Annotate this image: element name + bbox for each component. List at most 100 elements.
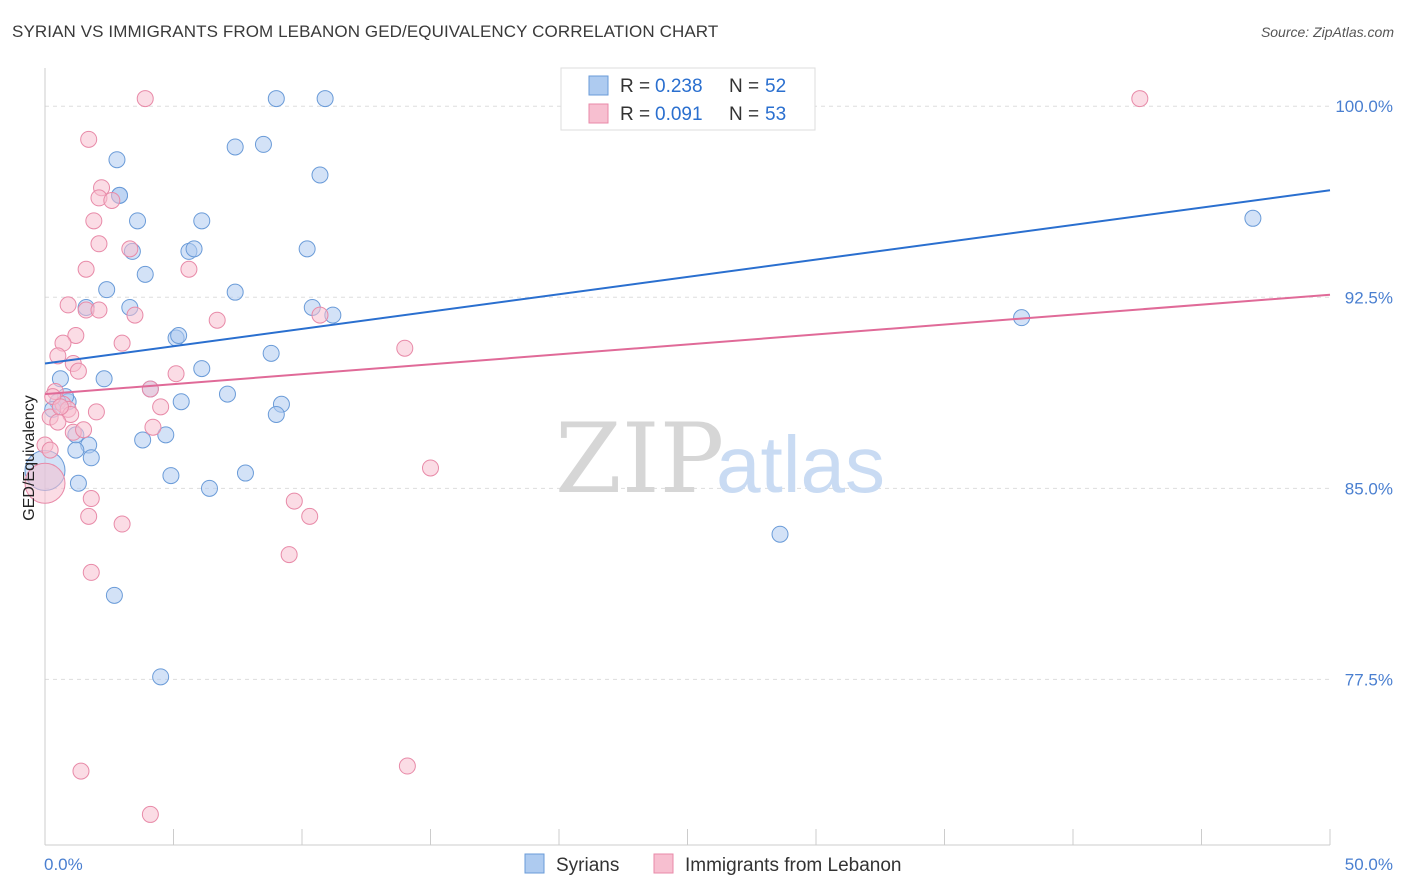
syrians-point [267, 90, 285, 108]
lebanon-point [87, 403, 105, 421]
syrians-point [771, 525, 789, 543]
data-points [24, 90, 1262, 823]
syrians-swatch [588, 75, 609, 96]
syrians-point [162, 467, 180, 485]
lebanon-point [398, 757, 416, 775]
x-tick-label-min: 0.0% [44, 855, 83, 874]
syrians-r-label: R = [620, 76, 650, 97]
lebanon-point [208, 311, 226, 329]
syrians-point [105, 586, 123, 604]
lebanon-point [167, 365, 185, 383]
lebanon-point [49, 413, 67, 431]
lebanon-n-value: 53 [765, 104, 786, 125]
lebanon-point [59, 296, 77, 314]
lebanon-r-value: 0.091 [655, 104, 703, 125]
syrians-point [1244, 209, 1262, 227]
syrians-point [152, 668, 170, 686]
lebanon-point [113, 515, 131, 533]
syrians-n-label: N = [729, 76, 759, 97]
lebanon-point [82, 563, 100, 581]
lebanon-point [152, 398, 170, 416]
syrians-point [136, 265, 154, 283]
trend-lines [44, 189, 1331, 396]
watermark-zip: ZIP [555, 403, 724, 515]
syrians-point [311, 166, 329, 184]
syrians-r-value: 0.238 [655, 76, 703, 97]
legend-syrians-swatch [524, 853, 545, 874]
watermark: ZIP atlas [555, 403, 885, 515]
y-tick-label: 100.0% [1335, 97, 1393, 116]
lebanon-swatch [588, 103, 609, 124]
syrians-point [134, 431, 152, 449]
lebanon-point [280, 546, 298, 564]
lebanon-point [82, 490, 100, 508]
syrians-point [67, 441, 85, 459]
syrians-point [193, 212, 211, 230]
lebanon-point [90, 235, 108, 253]
legend-lebanon-label: Immigrants from Lebanon [685, 855, 902, 876]
y-tick-label: 77.5% [1345, 670, 1393, 689]
lebanon-point [77, 260, 95, 278]
lebanon-r-label: R = [620, 104, 650, 125]
tick-labels: 77.5% 85.0% 92.5% 100.0% 0.0% 50.0% [44, 97, 1393, 874]
syrians-point [218, 385, 236, 403]
lebanon-n-label: N = [729, 104, 759, 125]
lebanon-point [49, 347, 67, 365]
lebanon-point [141, 805, 159, 823]
syrians-point [236, 464, 254, 482]
lebanon-point [301, 507, 319, 525]
lebanon-point [90, 301, 108, 319]
lebanon-point [113, 334, 131, 352]
lebanon-point [75, 421, 93, 439]
syrians-point [262, 344, 280, 362]
syrians-point [172, 393, 190, 411]
series-legend: Syrians Immigrants from Lebanon [524, 853, 902, 876]
syrians-point [108, 151, 126, 169]
lebanon-point [41, 441, 59, 459]
lebanon-point [80, 507, 98, 525]
syrians-point [170, 326, 188, 344]
syrians-point [82, 449, 100, 467]
y-tick-label: 92.5% [1345, 288, 1393, 307]
lebanon-point [72, 762, 90, 780]
lebanon-point [422, 459, 439, 477]
syrians-point [226, 283, 244, 301]
syrians-point [226, 138, 244, 156]
lebanon-point [24, 462, 66, 504]
lebanon-point [121, 240, 139, 258]
syrians-point [254, 135, 272, 153]
syrians-n-value: 52 [765, 76, 786, 97]
lebanon-point [69, 362, 87, 380]
grid-lines [45, 105, 1330, 680]
syrians-point [98, 281, 116, 299]
lebanon-point [85, 212, 103, 230]
syrians-point [298, 240, 316, 258]
lebanon-point [144, 418, 162, 436]
lebanon-trend-line [44, 293, 1331, 396]
syrians-point [267, 405, 285, 423]
source-credit: Source: ZipAtlas.com [1260, 24, 1394, 40]
legend-syrians-label: Syrians [556, 855, 619, 876]
syrians-point [200, 479, 218, 497]
lebanon-point [51, 398, 69, 416]
lebanon-point [311, 306, 329, 324]
syrians-trend-line [44, 189, 1331, 365]
watermark-atlas: atlas [716, 420, 885, 509]
syrians-point [157, 426, 175, 444]
lebanon-point [80, 130, 98, 148]
syrians-point [69, 474, 87, 492]
lebanon-point [180, 260, 198, 278]
stats-legend: R = 0.238 N = 52 R = 0.091 N = 53 [560, 67, 816, 131]
lebanon-point [285, 492, 303, 510]
syrians-point [129, 212, 147, 230]
y-tick-label: 85.0% [1345, 479, 1393, 498]
lebanon-point [103, 191, 121, 209]
legend-lebanon-swatch [653, 853, 674, 874]
x-tick-label-max: 50.0% [1345, 855, 1393, 874]
syrians-point [185, 240, 203, 258]
y-axis-label: GED/Equivalency [21, 395, 38, 520]
lebanon-point [126, 306, 144, 324]
syrians-point [193, 360, 211, 378]
lebanon-point [67, 326, 85, 344]
